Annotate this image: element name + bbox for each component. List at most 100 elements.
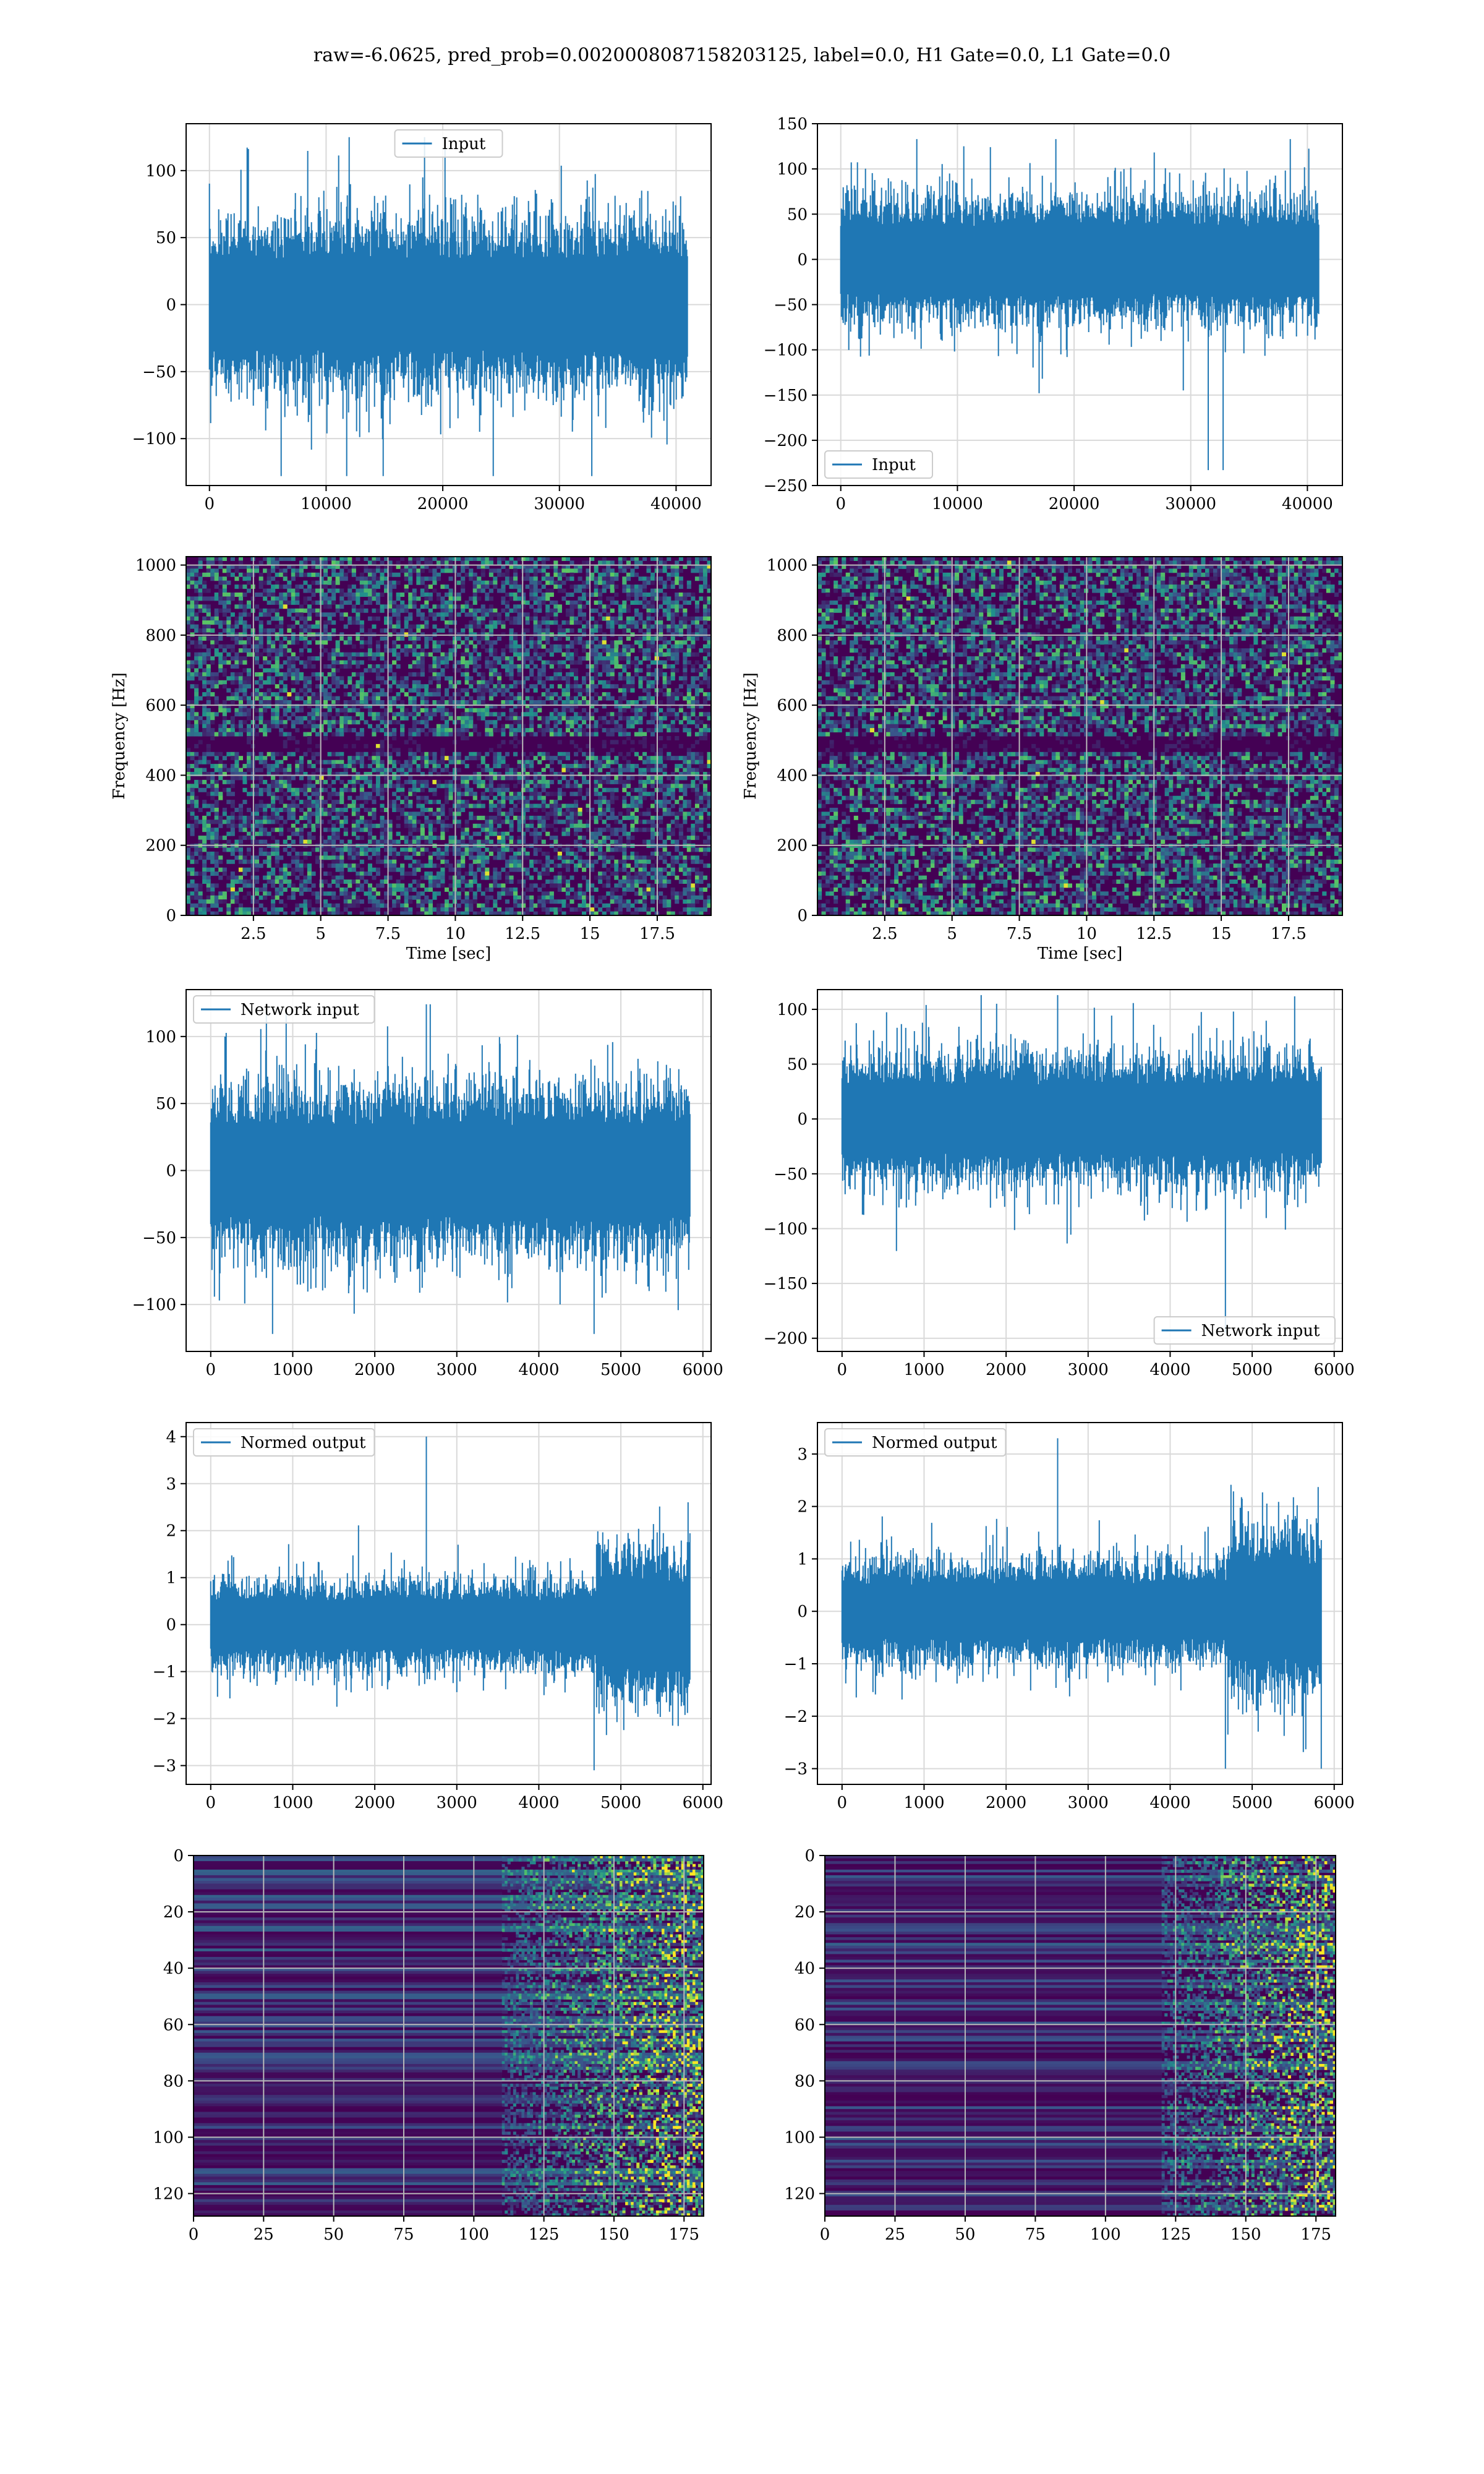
h1-input-series-line <box>208 137 688 476</box>
l1-feature-map-xtick-label: 75 <box>1025 2225 1046 2244</box>
h1-network-input-ytick-label: 100 <box>145 1028 176 1047</box>
h1-normed-output-xtick-label: 6000 <box>683 1794 723 1812</box>
l1-spectrogram-ytick-label: 200 <box>777 837 808 855</box>
l1-input-ytick-label: −250 <box>764 477 808 495</box>
l1-input-ytick-label: −50 <box>774 296 808 315</box>
l1-normed-output-panel: 0 1000 2000 3000 4000 5000 6000 −3 −2 −1 0 1 2 3 Norme… <box>784 1422 1355 1812</box>
h1-normed-output-xtick-label: 1000 <box>272 1794 313 1812</box>
l1-feature-map-xtick-label: 150 <box>1230 2225 1261 2244</box>
l1-network-input-xtick-label: 6000 <box>1314 1361 1355 1379</box>
l1-network-input-axes-frame <box>817 989 1343 1352</box>
l1-network-input-ytick-label: −100 <box>764 1220 808 1238</box>
h1-network-input-panel: 0 1000 2000 3000 4000 5000 6000 −100 −50 0 50 100 Ne… <box>132 989 723 1379</box>
l1-spectrogram-xlabel: Time [sec] <box>1038 944 1123 963</box>
h1-normed-output-xtick-label: 5000 <box>600 1794 641 1812</box>
l1-feature-map-xtick-label: 175 <box>1300 2225 1331 2244</box>
l1-normed-output-ytick-label: −3 <box>784 1760 808 1779</box>
l1-spectrogram-xtick-label: 10 <box>1077 925 1097 943</box>
l1-input-panel: 0 10000 20000 30000 40000 −250 −200 −150 −100 −50… <box>764 115 1343 513</box>
h1-feature-map-ytick-label: 80 <box>163 2072 184 2091</box>
l1-input-xtick-label: 40000 <box>1282 495 1333 513</box>
h1-feature-map-xtick-label: 175 <box>668 2225 699 2244</box>
h1-spectrogram-ytick-label: 0 <box>166 907 176 925</box>
l1-normed-output-xtick-label: 4000 <box>1149 1794 1190 1812</box>
l1-network-input-ytick-label: 0 <box>797 1110 808 1129</box>
h1-normed-output-ytick-label: 2 <box>166 1522 176 1541</box>
h1-network-input-ytick-label: 50 <box>156 1095 176 1113</box>
h1-feature-map-xtick-label: 150 <box>599 2225 629 2244</box>
h1-normed-output-legend-label: Normed output <box>241 1434 366 1452</box>
l1-network-input-ytick-label: 50 <box>787 1056 808 1074</box>
l1-network-input-ytick-label: −50 <box>774 1165 808 1184</box>
l1-spectrogram-panel: 2.5 5 7.5 10 12.5 15 17.5 0 200 400 600 800 1000 Time… <box>741 556 1343 963</box>
l1-network-input-xtick-label: 1000 <box>903 1361 944 1379</box>
l1-input-xtick-label: 30000 <box>1165 495 1216 513</box>
l1-input-ytick-label: 0 <box>797 250 808 269</box>
l1-spectrogram-ytick-label: 0 <box>797 907 808 925</box>
h1-normed-output-ytick-label: 1 <box>166 1569 176 1588</box>
l1-network-input-xtick-label: 0 <box>837 1361 848 1379</box>
l1-feature-map-ytick-label: 100 <box>784 2128 815 2147</box>
l1-network-input-panel: 0 1000 2000 3000 4000 5000 6000−200−150−100−50… <box>764 989 1355 1379</box>
l1-input-ytick-label: −100 <box>764 341 808 360</box>
h1-spectrogram-xtick-label: 2.5 <box>241 925 266 943</box>
h1-input-xtick-label: 30000 <box>534 495 585 513</box>
h1-feature-map-ytick-label: 20 <box>163 1903 184 1922</box>
h1-network-input-ytick-label: 0 <box>166 1162 176 1181</box>
l1-normed-output-series-line <box>841 1438 1322 1769</box>
h1-network-input-xtick-label: 3000 <box>437 1361 477 1379</box>
h1-normed-output-series-line <box>210 1436 691 1771</box>
h1-network-input-xtick-label: 5000 <box>600 1361 641 1379</box>
l1-network-input-xtick-label: 4000 <box>1149 1361 1190 1379</box>
l1-normed-output-xtick-label: 2000 <box>986 1794 1026 1812</box>
l1-spectrogram-xtick-label: 2.5 <box>872 925 897 943</box>
h1-feature-map-ytick-label: 0 <box>173 1847 184 1865</box>
h1-spectrogram-ytick-label: 400 <box>145 766 176 785</box>
h1-normed-output-xtick-label: 0 <box>206 1794 216 1812</box>
h1-spectrogram-panel: 2.5 5 7.5 10 12.5 15 17.5 0 200 400 600 800 1000 Time… <box>110 556 712 963</box>
l1-feature-map-ytick-label: 120 <box>784 2185 815 2204</box>
l1-feature-map-ytick-label: 20 <box>795 1903 815 1922</box>
l1-spectrogram-axes-frame <box>817 556 1343 916</box>
h1-normed-output-legend-box <box>193 1428 375 1457</box>
h1-feature-map-xtick-label: 75 <box>393 2225 414 2244</box>
h1-network-input-legend-box <box>193 995 375 1024</box>
l1-normed-output-legend-box <box>824 1428 1007 1457</box>
l1-feature-map-panel: 0 25 50 75 100 125 150 175 0 20 40 60 80 100 120 <box>784 1847 1336 2244</box>
h1-normed-output-xtick-label: 3000 <box>437 1794 477 1812</box>
l1-spectrogram-xtick-label: 12.5 <box>1136 925 1172 943</box>
l1-feature-map-xtick-label: 50 <box>955 2225 975 2244</box>
l1-network-input-ytick-label: 100 <box>777 1001 808 1019</box>
l1-spectrogram-heatmap-image <box>817 557 1342 915</box>
l1-feature-map-xtick-label: 25 <box>885 2225 905 2244</box>
h1-input-legend-box <box>394 129 503 158</box>
h1-feature-map-xtick-label: 25 <box>254 2225 274 2244</box>
h1-feature-map-xtick-label: 50 <box>323 2225 344 2244</box>
l1-spectrogram-xtick-label: 5 <box>947 925 957 943</box>
h1-input-xtick-label: 40000 <box>650 495 702 513</box>
h1-input-ytick-label: 100 <box>145 162 176 181</box>
h1-network-input-ytick-label: −50 <box>142 1229 176 1248</box>
h1-normed-output-ytick-label: 0 <box>166 1616 176 1635</box>
l1-network-input-legend-box <box>1153 1316 1336 1345</box>
h1-normed-output-panel: 0 1000 2000 3000 4000 5000 6000 −3 −2 −1 0 1 2 3 4 Norm… <box>153 1422 723 1812</box>
l1-spectrogram-xtick-label: 17.5 <box>1271 925 1307 943</box>
l1-input-ytick-label: 100 <box>777 160 808 179</box>
l1-input-legend-label: Input <box>872 456 916 474</box>
l1-normed-output-ytick-label: 2 <box>797 1498 808 1517</box>
h1-normed-output-legend: Normed output <box>193 1428 375 1457</box>
l1-input-ytick-label: 50 <box>787 205 808 224</box>
l1-feature-map-heatmap-image <box>825 1856 1336 2216</box>
h1-input-xtick-label: 20000 <box>417 495 469 513</box>
h1-feature-map-ytick-label: 60 <box>163 2016 184 2034</box>
l1-input-xtick-label: 20000 <box>1049 495 1100 513</box>
h1-normed-output-ytick-label: 3 <box>166 1475 176 1494</box>
l1-spectrogram-ytick-label: 400 <box>777 766 808 785</box>
h1-network-input-xtick-label: 2000 <box>354 1361 395 1379</box>
l1-normed-output-ytick-label: −2 <box>784 1708 808 1726</box>
h1-feature-map-axes-frame <box>193 1855 704 2217</box>
l1-normed-output-axes-frame <box>817 1422 1343 1785</box>
h1-spectrogram-ylabel: Frequency [Hz] <box>110 672 129 800</box>
l1-feature-map-ytick-label: 40 <box>795 1959 815 1978</box>
l1-spectrogram-ylabel: Frequency [Hz] <box>741 672 760 800</box>
